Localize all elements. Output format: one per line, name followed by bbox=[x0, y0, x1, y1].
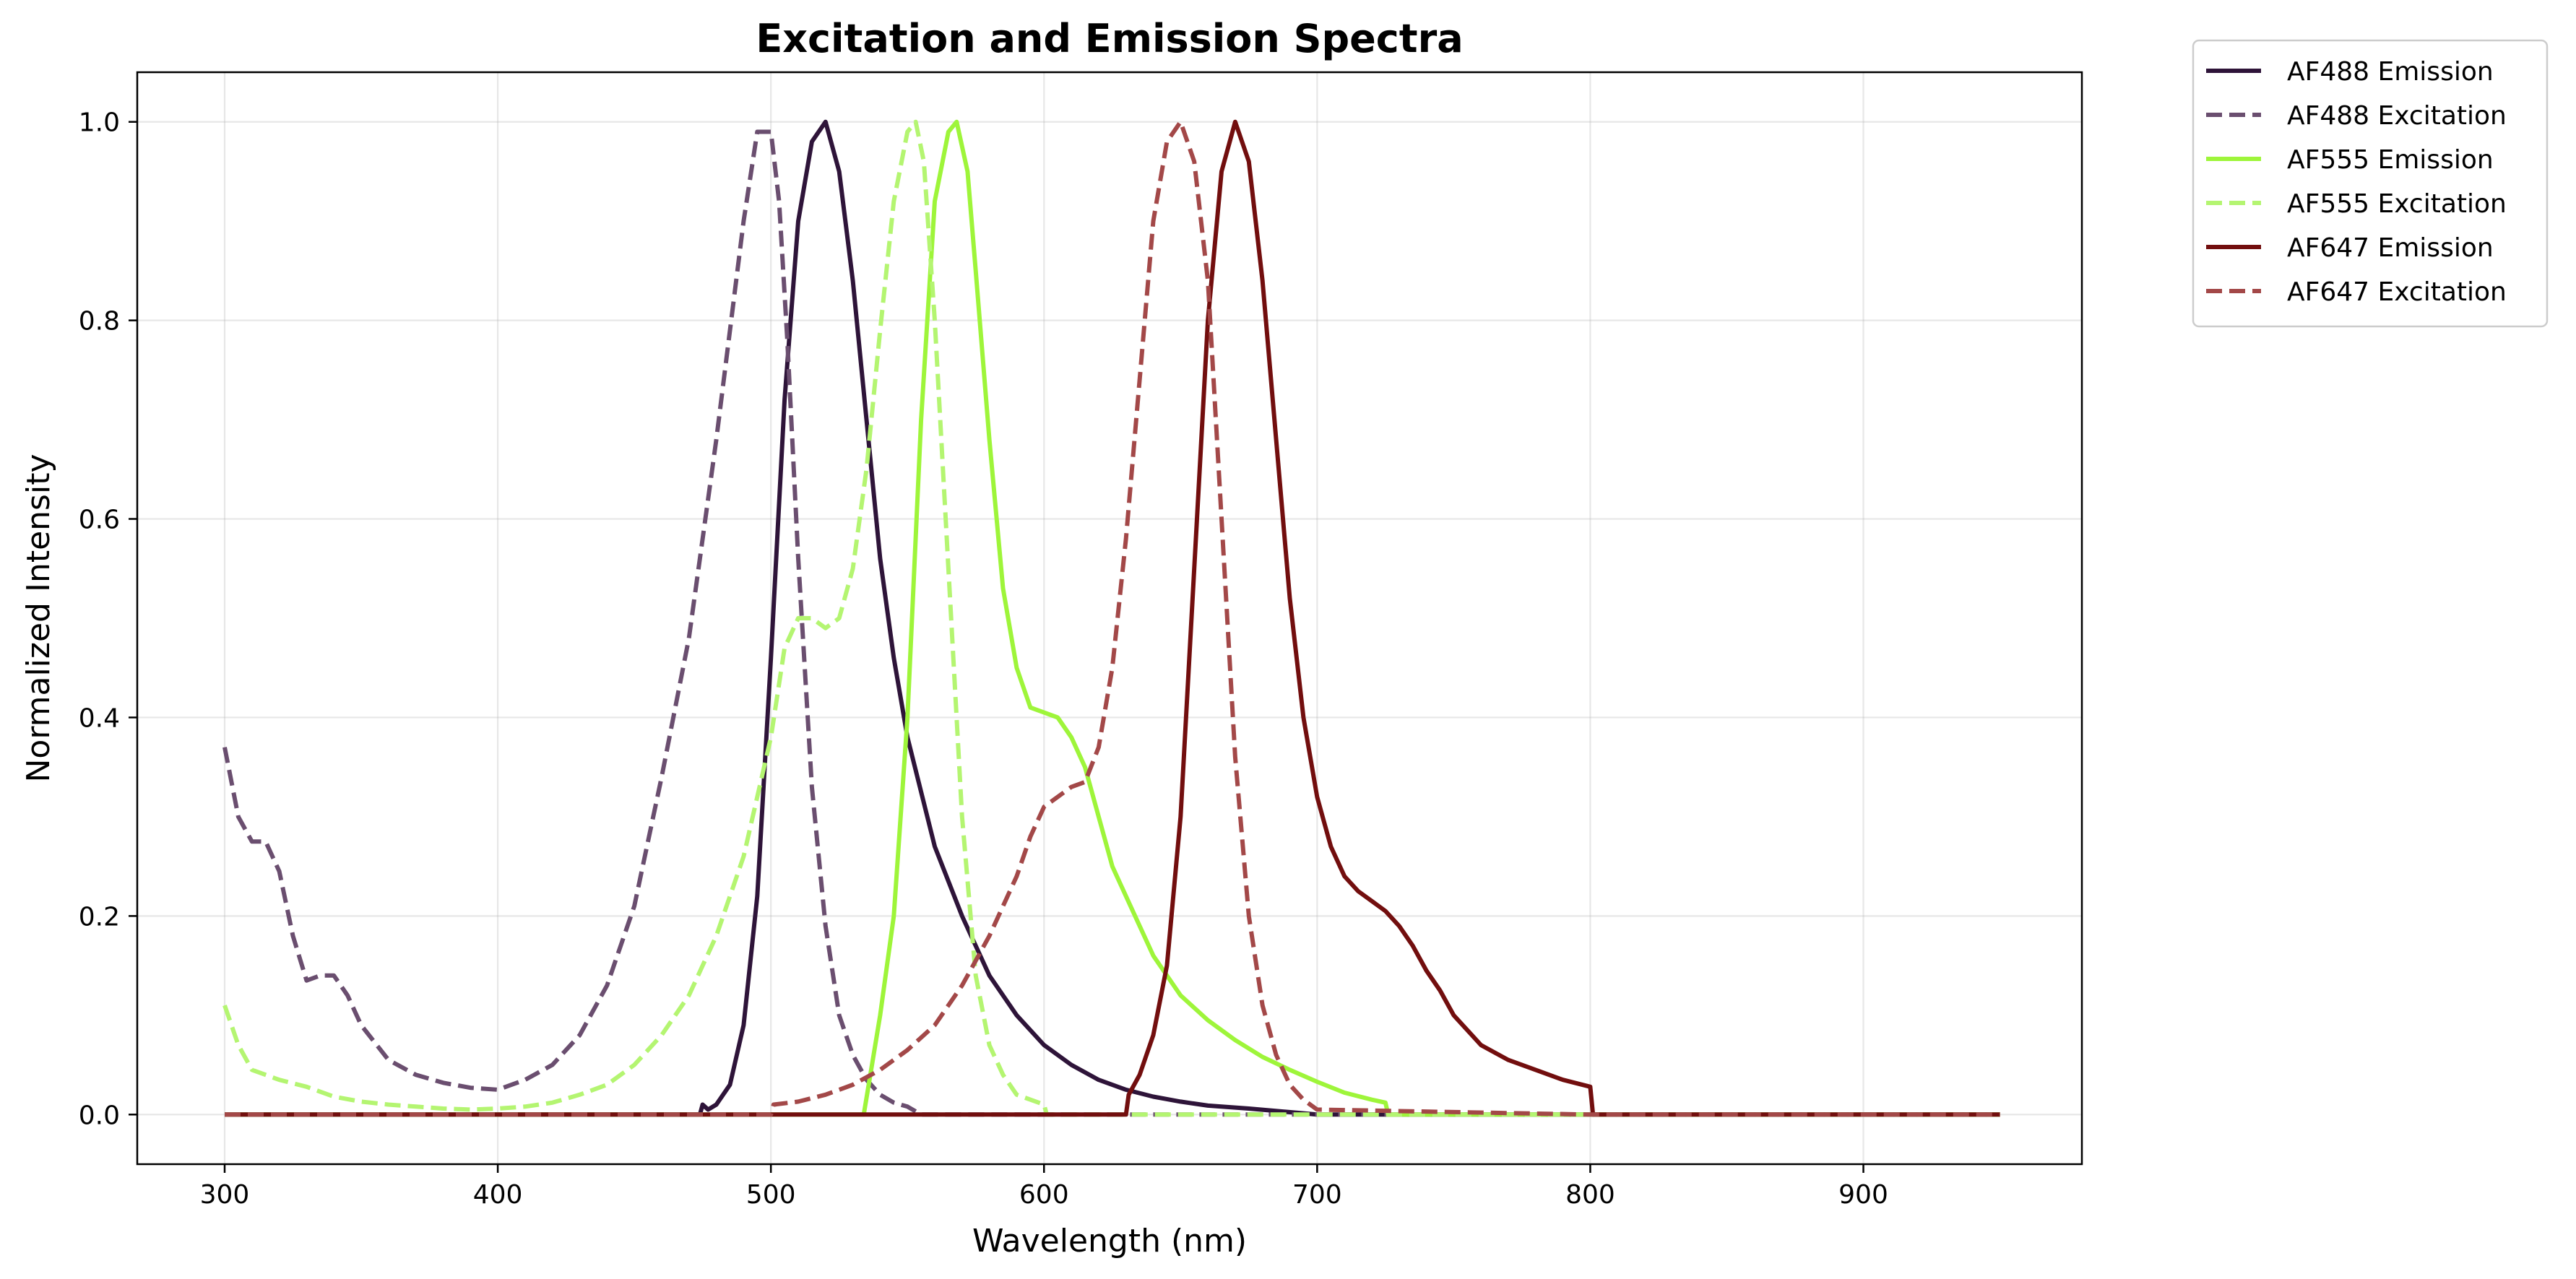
x-tick-label: 900 bbox=[1838, 1180, 1888, 1210]
x-tick-label: 400 bbox=[473, 1180, 523, 1210]
legend-label: AF488 Excitation bbox=[2287, 101, 2507, 131]
grid-lines bbox=[137, 72, 2082, 1164]
legend-label: AF555 Excitation bbox=[2287, 189, 2507, 219]
x-axis-label: Wavelength (nm) bbox=[972, 1223, 1247, 1260]
legend-label: AF555 Emission bbox=[2287, 145, 2494, 175]
legend-label: AF488 Emission bbox=[2287, 57, 2494, 87]
axis-ticks: 300 400 500 600 700 800 900 0.0 0.2 0.4 0.6 0.8 1.0 bbox=[79, 108, 1888, 1210]
series-line-af555-excitation bbox=[222, 119, 2000, 1117]
legend: AF488 Emission AF488 Excitation AF555 Emis… bbox=[2192, 39, 2549, 328]
series-line-af488-emission bbox=[225, 119, 2000, 1117]
y-tick-label: 0.8 bbox=[79, 307, 120, 337]
legend-label: AF647 Excitation bbox=[2287, 277, 2507, 307]
legend-label: AF647 Emission bbox=[2287, 233, 2494, 263]
y-tick-label: 0.2 bbox=[79, 902, 120, 932]
x-tick-label: 800 bbox=[1565, 1180, 1615, 1210]
y-tick-label: 1.0 bbox=[79, 108, 120, 138]
x-tick-label: 700 bbox=[1292, 1180, 1342, 1210]
y-tick-label: 0.6 bbox=[79, 506, 120, 535]
y-tick-label: 0.4 bbox=[79, 703, 120, 733]
x-tick-label: 600 bbox=[1019, 1180, 1069, 1210]
series-line-af555-emission bbox=[225, 119, 2000, 1117]
series-line-af647-excitation bbox=[225, 119, 2000, 1117]
x-tick-label: 300 bbox=[200, 1180, 250, 1210]
legend-box bbox=[2192, 39, 2549, 328]
series-line-af647-emission bbox=[225, 119, 2000, 1117]
axes-frame bbox=[136, 71, 2083, 1166]
x-tick-label: 500 bbox=[746, 1180, 796, 1210]
chart-title: Excitation and Emission Spectra bbox=[756, 16, 1463, 61]
y-axis-label: Normalized Intensity bbox=[20, 454, 57, 782]
y-tick-label: 0.0 bbox=[79, 1101, 120, 1130]
plot-series bbox=[222, 119, 2000, 1117]
